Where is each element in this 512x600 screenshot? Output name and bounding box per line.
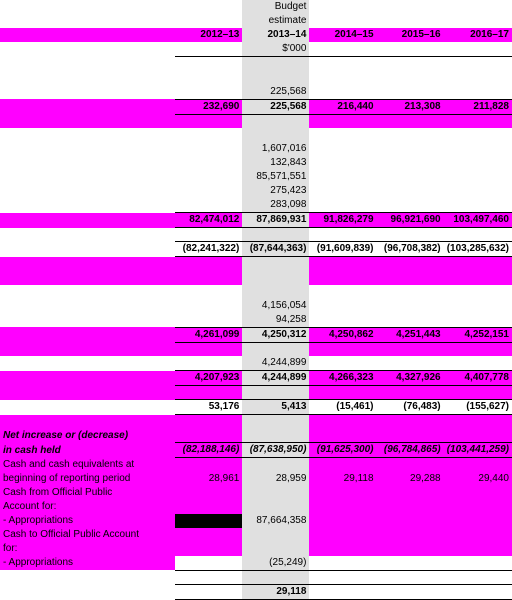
cash-from-label2: Account for: [0,500,512,514]
total-cash-received-2: 82,474,012 87,869,931 91,826,279 96,921,… [0,213,512,228]
total-cash-received-3: 4,261,099 4,250,312 4,250,862 4,251,443 … [0,327,512,342]
header-row-1: Budget [0,0,512,14]
estimate-label: estimate [242,14,309,28]
cash-begin-label: Cash and cash equivalents at [0,458,512,472]
header-row-2: estimate [0,14,512,28]
total-cash-used-3: 4,207,923 4,244,899 4,266,323 4,327,926 … [0,371,512,386]
budget-table: Budget estimate 2012–13 2013–14 2014–15 … [0,0,512,600]
cash-to-approp-row: - Appropriations (25,249) [0,556,512,571]
budget-label: Budget [242,0,309,14]
cash-to-label1: Cash to Official Public Account [0,528,512,542]
year-row: 2012–13 2013–14 2014–15 2015–16 2016–17 [0,28,512,42]
appropriations-row: 225,568 [0,85,512,100]
cash-from-approp-row: - Appropriations 87,664,358 [0,514,512,528]
total-cash-used-2: (82,241,322) (87,644,363) (91,609,839) (… [0,242,512,257]
net-increase-label: Net increase or (decrease) [0,429,512,443]
cash-to-label2: for: [0,542,512,556]
final-row: 29,118 [0,584,512,599]
net-increase-row: in cash held (82,188,146) (87,638,950) (… [0,443,512,458]
subtotal-row: 53,176 5,413 (15,461) (76,483) (155,627) [0,400,512,415]
total-cash-received-1: 232,690 225,568 216,440 213,308 211,828 [0,99,512,114]
cash-begin-row: beginning of reporting period 28,961 28,… [0,472,512,486]
cash-from-label1: Cash from Official Public [0,486,512,500]
unit-row: $'000 [0,42,512,57]
